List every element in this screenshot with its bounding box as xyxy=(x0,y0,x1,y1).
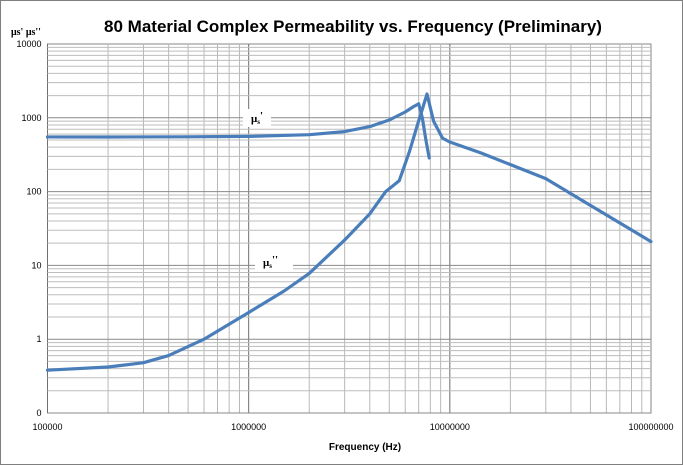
series-label: μs' xyxy=(251,110,263,126)
series-lines xyxy=(45,92,653,372)
series-label: μs'' xyxy=(263,254,278,270)
y-tick-label: 1000 xyxy=(21,113,41,123)
y-axis-label: μs' μs'' xyxy=(11,27,41,38)
y-tick-label: 1 xyxy=(36,334,41,344)
x-tick-label: 100000000 xyxy=(628,422,673,432)
series-labels: μs' μs'' xyxy=(243,109,293,271)
x-axis-label: Frequency (Hz) xyxy=(329,442,401,453)
grid xyxy=(47,43,652,414)
series-label-background xyxy=(255,253,293,271)
chart-title: 80 Material Complex Permeability vs. Fre… xyxy=(104,17,602,36)
y-tick-label: 100 xyxy=(26,187,41,197)
y-tick-label: 0 xyxy=(36,408,41,418)
x-tick-label: 100000 xyxy=(32,422,62,432)
plot-area xyxy=(47,43,652,414)
y-tick-label: 10 xyxy=(31,260,41,270)
x-tick-label: 1000000 xyxy=(231,422,266,432)
series-label-background xyxy=(243,109,271,127)
tick-labels: 100000 1000000 10000000 100000000 0 1 10 100 100… xyxy=(16,39,673,432)
x-tick-label: 10000000 xyxy=(430,422,470,432)
series-line-mu-s-double-prime xyxy=(45,92,653,372)
y-tick-label: 10000 xyxy=(16,39,41,49)
